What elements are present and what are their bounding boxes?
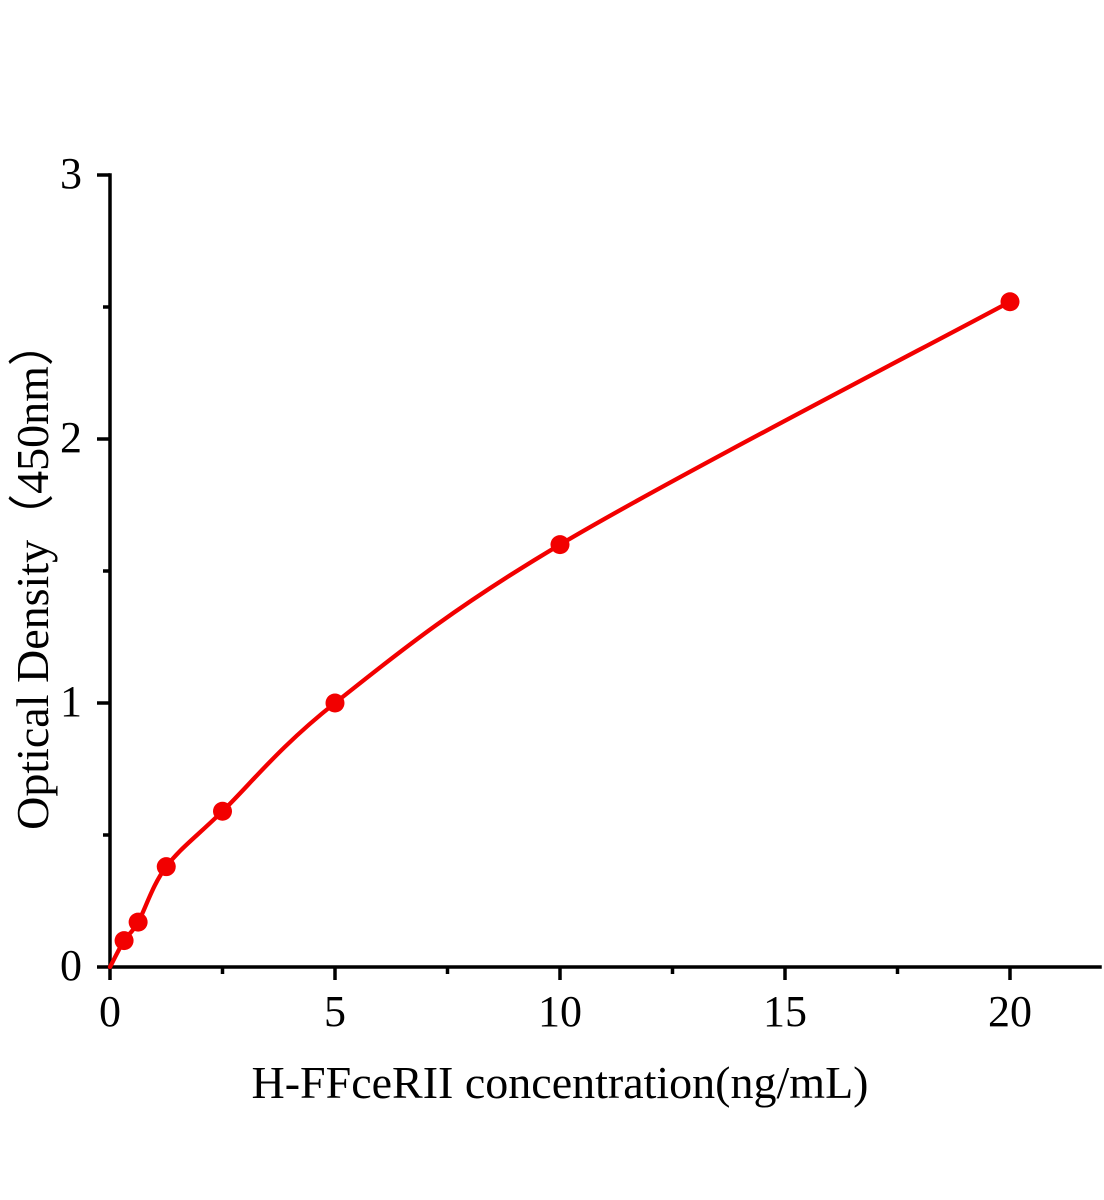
data-point <box>550 535 570 555</box>
data-points <box>114 292 1020 951</box>
x-tick-label: 0 <box>99 987 121 1036</box>
axis-ticks <box>97 173 1012 980</box>
y-axis-title: Optical Density（450nm） <box>7 320 58 830</box>
data-point <box>156 857 176 877</box>
y-tick-label: 1 <box>60 677 82 726</box>
data-point <box>128 912 148 932</box>
x-tick-label: 10 <box>538 987 582 1036</box>
data-point <box>1000 292 1020 312</box>
fit-curve <box>107 299 1013 970</box>
x-axis-title: H-FFceRII concentration(ng/mL) <box>252 1057 869 1108</box>
data-point <box>325 693 345 713</box>
axis-tick-labels: 0 5 10 15 20 0 1 2 3 <box>60 149 1032 1036</box>
x-tick-label: 15 <box>763 987 807 1036</box>
y-tick-label: 3 <box>60 149 82 198</box>
y-tick-label: 2 <box>60 413 82 462</box>
x-tick-label: 20 <box>988 987 1032 1036</box>
x-tick-label: 5 <box>324 987 346 1036</box>
data-point <box>213 801 232 821</box>
axes <box>108 173 1102 969</box>
y-tick-label: 0 <box>60 941 82 990</box>
data-point <box>114 931 134 951</box>
